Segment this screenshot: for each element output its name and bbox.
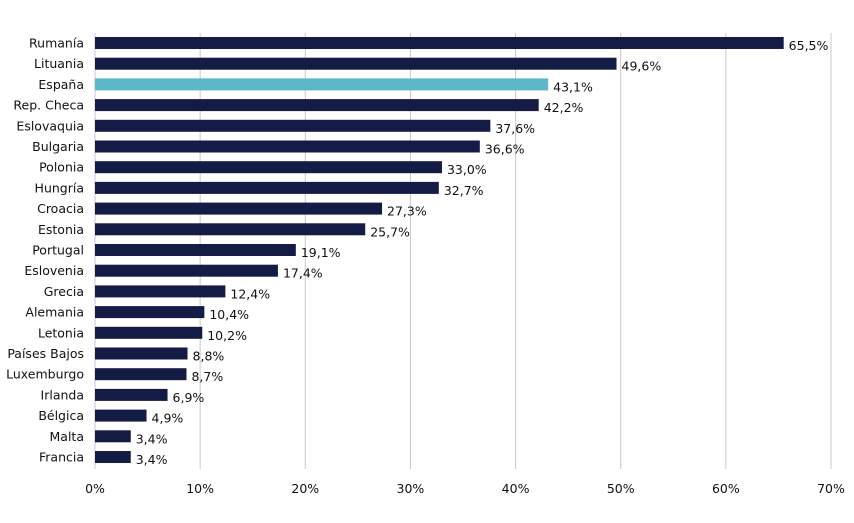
- x-tick-label: 40%: [502, 481, 530, 496]
- data-label: 43,1%: [553, 79, 593, 94]
- bar: [95, 202, 383, 215]
- bar: [95, 119, 491, 132]
- x-tick-label: 20%: [291, 481, 319, 496]
- data-label: 27,3%: [387, 204, 427, 219]
- category-label: Bulgaria: [32, 139, 84, 154]
- bar: [95, 368, 187, 381]
- data-label: 6,9%: [173, 390, 205, 405]
- x-tick-label: 70%: [817, 481, 845, 496]
- category-label: Grecia: [44, 284, 84, 299]
- bar: [95, 451, 131, 463]
- bar: [95, 57, 617, 70]
- category-label: Alemania: [25, 305, 84, 320]
- data-label: 8,8%: [193, 349, 225, 364]
- data-label: 4,9%: [152, 411, 184, 426]
- data-label: 19,1%: [301, 245, 341, 260]
- data-label: 65,5%: [789, 38, 829, 53]
- bar: [95, 181, 439, 194]
- data-label: 12,4%: [230, 286, 270, 301]
- category-label: Países Bajos: [7, 346, 84, 361]
- data-label: 10,4%: [209, 307, 249, 322]
- category-label: Irlanda: [41, 387, 84, 402]
- category-label: Rumanía: [29, 36, 84, 51]
- x-tick-label: 50%: [607, 481, 635, 496]
- data-label: 32,7%: [444, 183, 484, 198]
- data-label: 8,7%: [191, 369, 223, 384]
- x-tick-label: 0%: [85, 481, 105, 496]
- bar: [95, 285, 226, 298]
- bar: [95, 37, 784, 49]
- bar: [95, 306, 205, 319]
- bar: [95, 388, 168, 401]
- category-label: Eslovaquia: [16, 118, 84, 133]
- bar: [95, 78, 549, 91]
- bar: [95, 264, 278, 277]
- bar: [95, 244, 296, 256]
- data-label: 37,6%: [495, 121, 535, 136]
- category-label: Estonia: [38, 222, 84, 237]
- data-label: 17,4%: [283, 266, 323, 281]
- data-label: 3,4%: [136, 452, 168, 467]
- data-label: 33,0%: [447, 162, 487, 177]
- x-axis-ticks: 0% 10% 20% 30% 40% 50% 60% 70%: [85, 481, 845, 496]
- category-label: Hungría: [35, 180, 84, 195]
- labels: Rumanía 65,5% Lituania 49,6% España 43,1% Rep.…: [6, 36, 828, 468]
- category-label: Eslovenia: [24, 263, 84, 278]
- category-label: Letonia: [38, 325, 84, 340]
- data-label: 49,6%: [622, 59, 662, 74]
- bar: [95, 161, 442, 174]
- category-label: Lituania: [34, 56, 84, 71]
- data-label: 10,2%: [207, 328, 247, 343]
- data-label: 25,7%: [370, 224, 410, 239]
- bar: [95, 99, 539, 112]
- x-tick-label: 10%: [186, 481, 214, 496]
- data-label: 3,4%: [136, 431, 168, 446]
- bar: [95, 223, 366, 236]
- category-label: Polonia: [39, 160, 84, 175]
- category-label: España: [38, 77, 84, 92]
- category-label: Luxemburgo: [6, 367, 84, 382]
- category-label: Croacia: [37, 201, 84, 216]
- x-tick-label: 30%: [397, 481, 425, 496]
- category-label: Francia: [39, 450, 84, 465]
- bar: [95, 326, 203, 339]
- category-label: Rep. Checa: [13, 98, 84, 113]
- bar: [95, 430, 131, 443]
- bar: [95, 409, 147, 422]
- data-label: 42,2%: [544, 100, 584, 115]
- x-tick-label: 60%: [712, 481, 740, 496]
- bar: [95, 347, 188, 360]
- category-label: Malta: [50, 429, 84, 444]
- category-label: Bélgica: [38, 408, 84, 423]
- category-label: Portugal: [32, 243, 84, 258]
- data-label: 36,6%: [485, 142, 525, 157]
- bars: [95, 37, 784, 463]
- bar: [95, 140, 480, 153]
